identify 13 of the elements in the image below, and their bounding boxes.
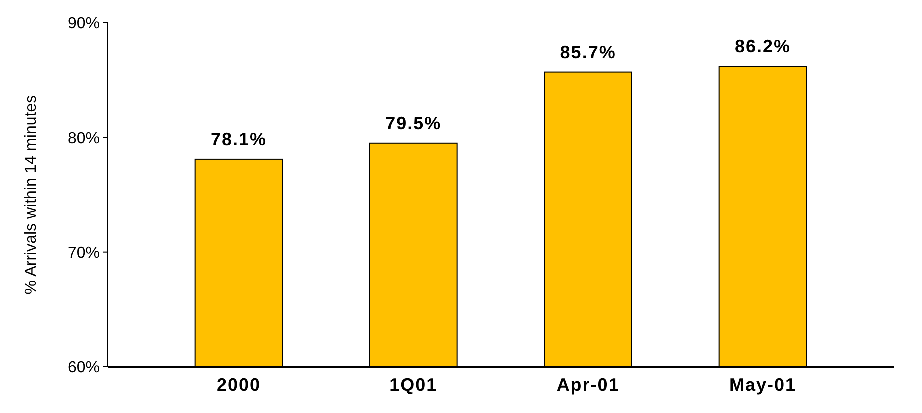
data-label: 79.5%: [386, 113, 442, 134]
y-tick-label: 70%: [68, 244, 100, 262]
x-tick-label: Apr-01: [556, 375, 620, 395]
data-label: 85.7%: [560, 42, 616, 62]
y-tick-label: 80%: [68, 130, 100, 148]
y-tick-label: 90%: [68, 16, 100, 33]
data-label: 86.2%: [734, 36, 792, 57]
data-label: 78.1%: [210, 129, 268, 150]
y-axis-title: % Arrivals within 14 minutes: [23, 95, 40, 295]
y-tick-label: 60%: [68, 360, 100, 377]
x-tick-label: May-01: [729, 375, 797, 395]
x-tick-label: 2000: [216, 375, 262, 395]
x-tick-label: 1Q01: [390, 375, 438, 395]
